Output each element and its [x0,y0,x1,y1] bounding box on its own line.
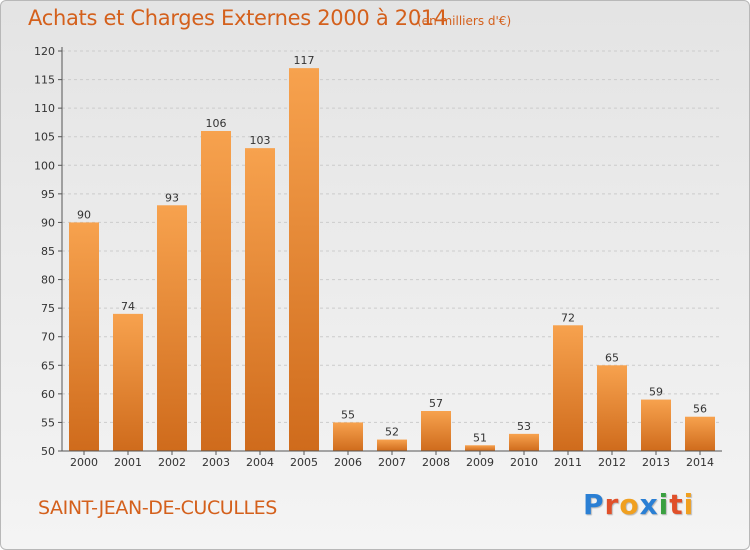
bar-2013 [641,399,671,451]
axes: 50 55 60 65 70 75 80 85 90 95 100 105 110 115 120 2000 2… [34,45,722,469]
y-tick-label: 65 [41,359,55,372]
logo-letter: x [639,488,659,521]
chart-unit-note: (en milliers d'€) [417,14,512,28]
data-label-2005: 117 [294,54,315,67]
y-tick-label: 55 [41,416,55,429]
data-label-2007: 52 [385,426,399,439]
x-tick-label-2003: 2003 [202,456,230,469]
data-label-2008: 57 [429,397,443,410]
data-label-2009: 51 [473,431,487,444]
logo-letter: o [619,488,640,521]
bar-2010 [509,433,539,451]
data-label-2001: 74 [121,300,135,313]
bar-2008 [421,411,451,451]
bar-2005 [289,68,319,452]
x-tick-label-2001: 2001 [114,456,142,469]
logo-letter: P [583,488,605,521]
logo-letter: i [683,488,695,521]
data-label-2010: 53 [517,420,531,433]
y-tick-label: 85 [41,245,55,258]
x-tick-label-2010: 2010 [510,456,538,469]
x-tick-label-2006: 2006 [334,456,362,469]
y-tick-label: 80 [41,274,55,287]
y-tick-label: 75 [41,302,55,315]
y-tick-label: 50 [41,445,55,458]
y-tick-label: 95 [41,188,55,201]
data-label-2014: 56 [693,403,707,416]
x-tick-label-2013: 2013 [642,456,670,469]
x-tick-label-2011: 2011 [554,456,582,469]
x-tick-label-2000: 2000 [70,456,98,469]
data-label-2012: 65 [605,351,619,364]
y-tick-label: 110 [34,102,55,115]
x-tick-label-2004: 2004 [246,456,274,469]
bar-2001 [113,313,143,451]
x-tick-label-2009: 2009 [466,456,494,469]
bar-2009 [465,445,495,451]
x-tick-label-2002: 2002 [158,456,186,469]
bar-2012 [597,365,627,451]
bar-2003 [201,131,231,451]
bar-2000 [69,222,99,451]
y-tick-label: 105 [34,131,55,144]
bar-2007 [377,439,407,451]
y-tick-label: 70 [41,331,55,344]
chart-title: Achats et Charges Externes 2000 à 2014 [28,6,448,30]
bar-2004 [245,148,275,451]
logo-letter: i [658,488,670,521]
data-label-2004: 103 [250,134,271,147]
y-tick-label: 120 [34,45,55,58]
y-tick-label: 115 [34,74,55,87]
data-label-2006: 55 [341,408,355,421]
y-tick-label: 60 [41,388,55,401]
x-tick-label-2012: 2012 [598,456,626,469]
data-label-2011: 72 [561,311,575,324]
data-label-2013: 59 [649,386,663,399]
commune-name: SAINT-JEAN-DE-CUCULLES [38,497,277,519]
bar-2002 [157,205,187,451]
data-label-2002: 93 [165,191,179,204]
logo-letter: r [604,488,620,521]
x-tick-label-2008: 2008 [422,456,450,469]
x-tick-label-2005: 2005 [290,456,318,469]
bar-2011 [553,325,583,451]
data-label-2003: 106 [206,117,227,130]
bars: 90 74 93 106 103 117 55 52 57 51 53 72 65 59 56 [69,54,715,452]
x-tick-label-2007: 2007 [378,456,406,469]
y-tick-label: 100 [34,159,55,172]
proxiti-logo[interactable]: Proxiti [583,488,694,521]
x-tick-label-2014: 2014 [686,456,714,469]
bar-2006 [333,422,363,451]
y-tick-label: 90 [41,216,55,229]
data-label-2000: 90 [77,208,91,221]
logo-letter: t [669,488,684,521]
bar-2014 [685,416,715,451]
